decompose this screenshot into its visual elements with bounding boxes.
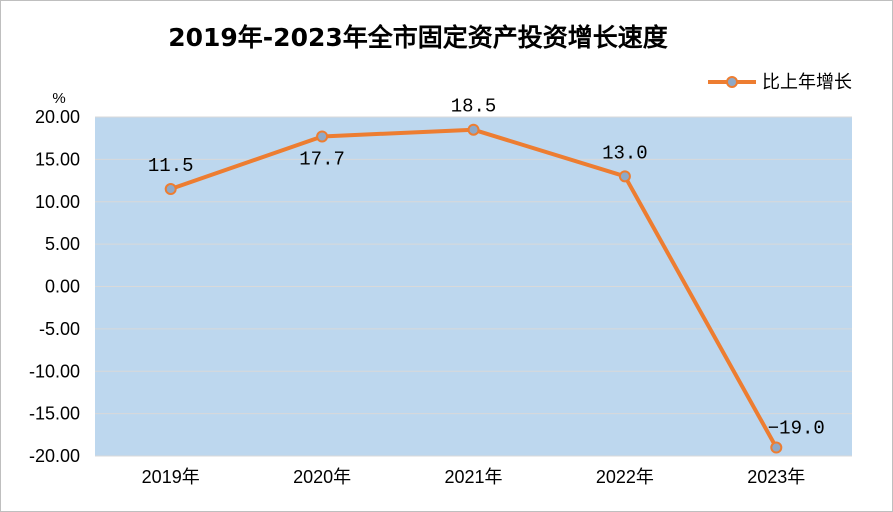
data-point bbox=[467, 123, 480, 136]
data-point bbox=[316, 130, 329, 143]
y-tick-label: -15.00 bbox=[29, 404, 80, 424]
y-tick-label: 15.00 bbox=[35, 149, 80, 169]
x-tick-label: 2020年 bbox=[293, 467, 351, 487]
x-tick-label: 2022年 bbox=[596, 467, 654, 487]
y-axis-unit: % bbox=[52, 90, 65, 107]
x-tick-label: 2021年 bbox=[444, 467, 502, 487]
x-tick-label: 2023年 bbox=[747, 467, 805, 487]
data-label: 18.5 bbox=[451, 96, 497, 118]
y-tick-label: 20.00 bbox=[35, 107, 80, 127]
y-tick-label: 10.00 bbox=[35, 192, 80, 212]
data-label: 13.0 bbox=[602, 142, 648, 164]
x-tick-label: 2019年 bbox=[142, 467, 200, 487]
grid-lines bbox=[95, 116, 852, 457]
chart-title: 2019年-2023年全市固定资产投资增长速度 bbox=[168, 23, 668, 52]
series-markers bbox=[164, 123, 783, 454]
data-point bbox=[770, 441, 783, 454]
y-tick-label: 5.00 bbox=[45, 234, 80, 254]
data-label: −19.0 bbox=[768, 418, 825, 440]
legend: 比上年增长 bbox=[708, 72, 852, 93]
data-point bbox=[618, 170, 631, 183]
legend-entry: 比上年增长 bbox=[762, 72, 852, 93]
y-tick-label: -20.00 bbox=[29, 446, 80, 466]
data-label: 11.5 bbox=[148, 155, 194, 177]
data-point bbox=[164, 183, 177, 196]
y-tick-label: -10.00 bbox=[29, 361, 80, 381]
y-tick-label: -5.00 bbox=[39, 319, 80, 339]
data-label: 17.7 bbox=[299, 148, 345, 170]
y-axis-ticks: 20.00 15.00 10.00 5.00 0.00 -5.00 -10.00 -15.00… bbox=[29, 107, 80, 466]
x-axis-ticks: 2019年 2020年 2021年 2022年 2023年 bbox=[142, 467, 806, 487]
data-labels: 11.5 17.7 18.5 13.0 −19.0 bbox=[148, 96, 825, 440]
y-tick-label: 0.00 bbox=[45, 277, 80, 297]
legend-marker-swatch bbox=[726, 76, 738, 88]
